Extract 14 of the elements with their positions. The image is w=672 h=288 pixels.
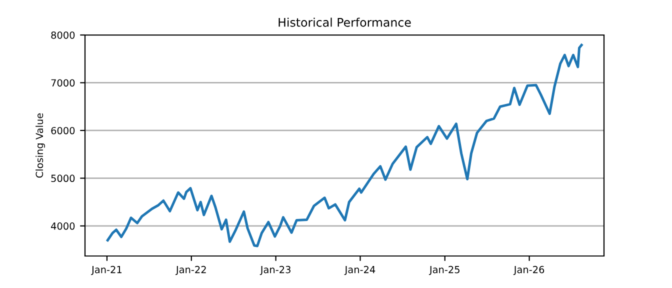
y-tick-label: 6000 [51,126,75,134]
y-tick-label: 4000 [51,222,75,230]
y-tick-label: 8000 [51,31,75,39]
y-axis-title: Closing Value [36,113,45,178]
x-tick-label: Jan-22 [175,266,206,276]
chart-title: Historical Performance [278,18,411,27]
x-tick-label: Jan-23 [260,266,290,276]
y-tick-label: 5000 [51,174,75,182]
x-tick-label: Jan-25 [428,266,460,276]
x-tick-label: Jan-21 [91,266,122,276]
line-series [106,44,583,248]
x-tick-label: Jan-26 [513,266,544,276]
y-tick-label: 7000 [51,79,75,87]
x-tick-label: Jan-24 [344,266,376,276]
